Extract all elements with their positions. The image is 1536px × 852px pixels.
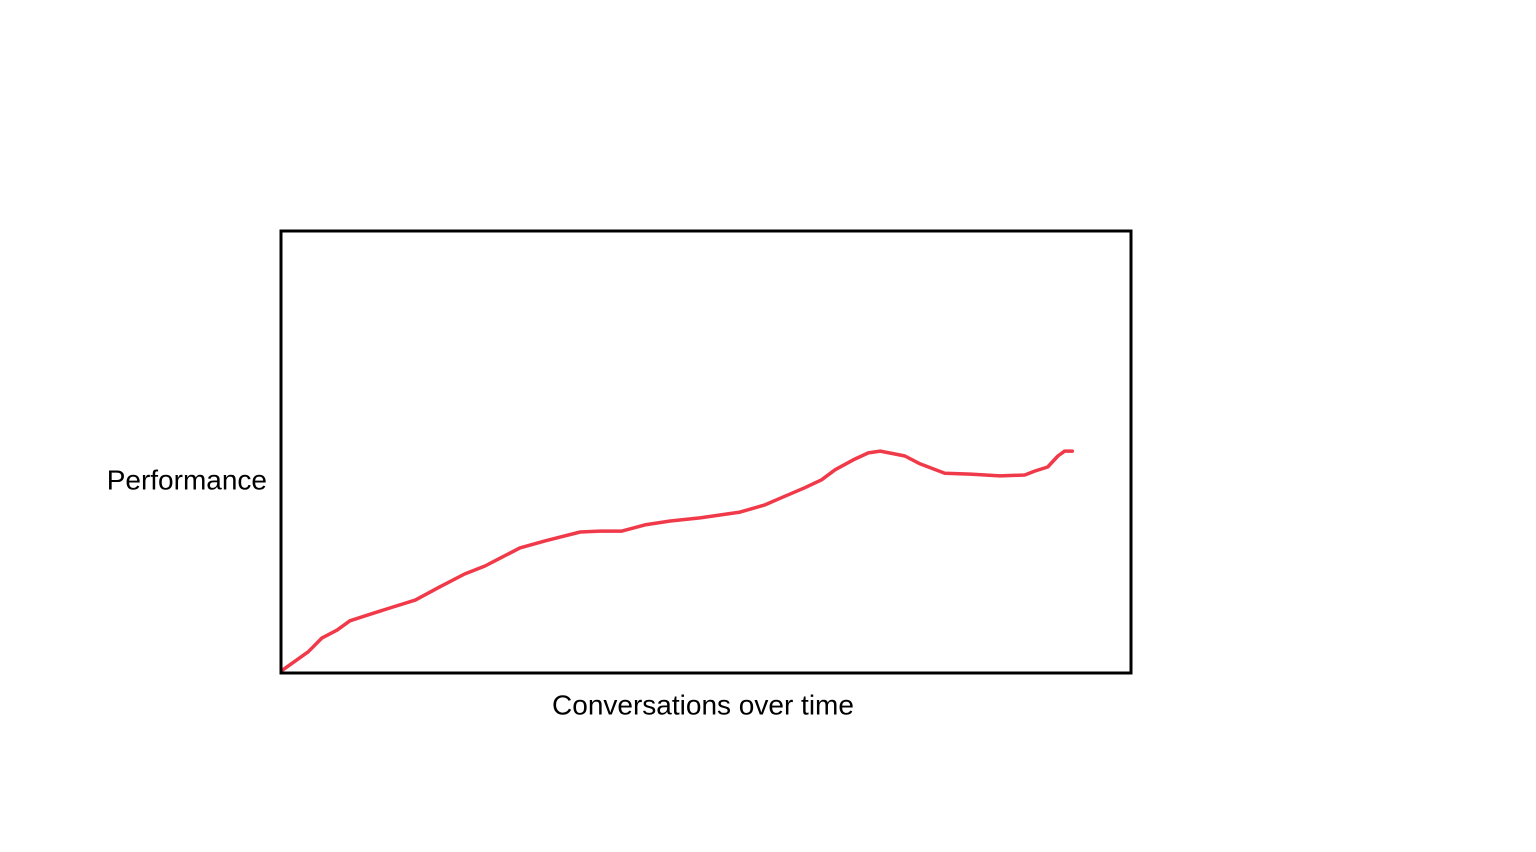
y-axis-label: Performance (107, 464, 267, 495)
plot-frame (279, 229, 1133, 675)
x-axis-label: Conversations over time (552, 689, 854, 720)
data-line (280, 449, 1075, 672)
